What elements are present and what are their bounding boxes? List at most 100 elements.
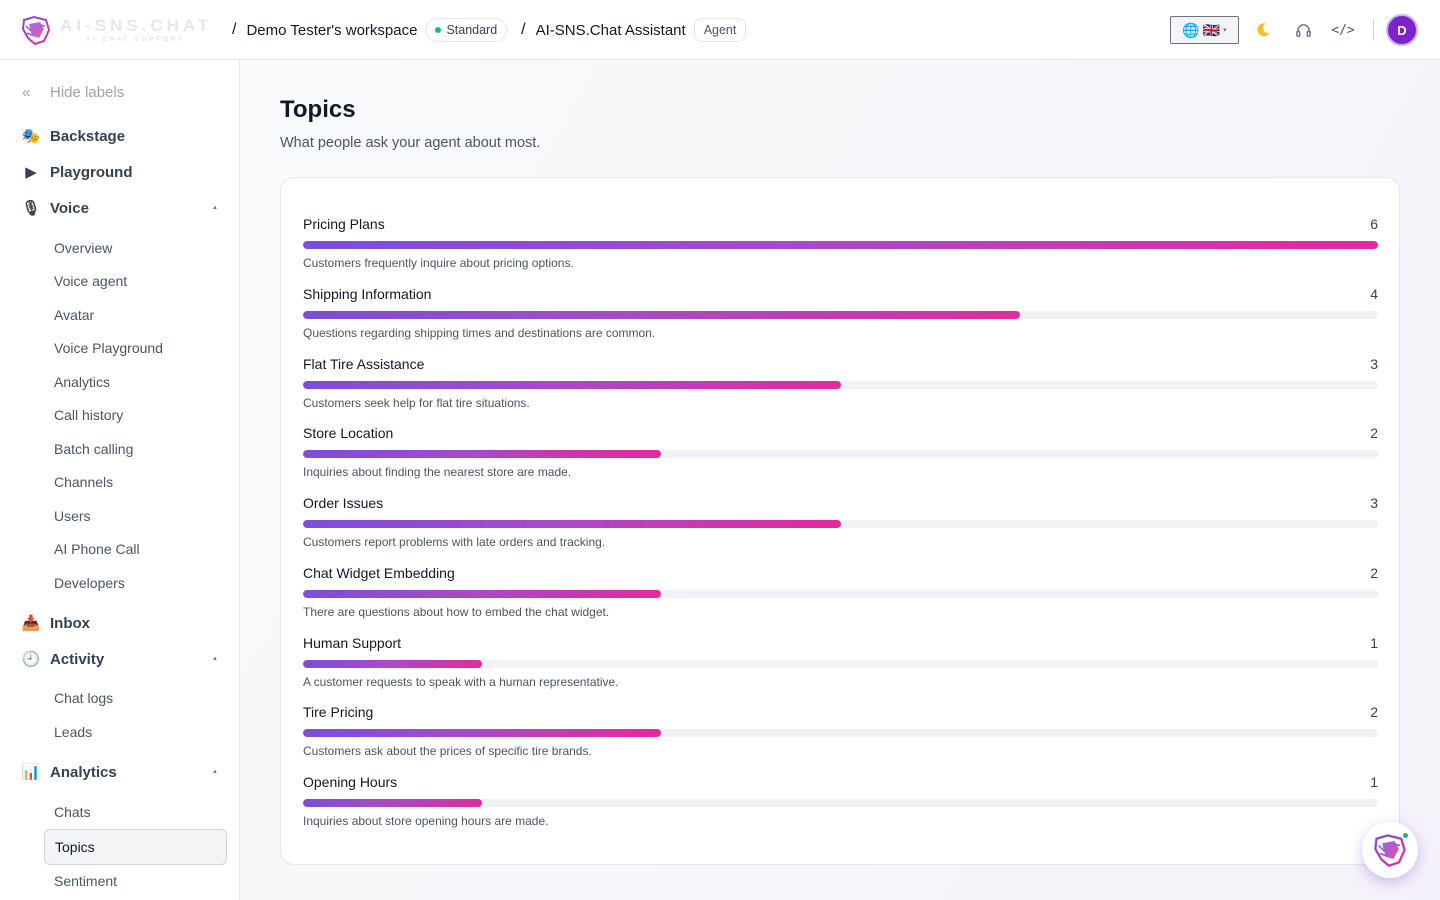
lion-logo-icon bbox=[1374, 834, 1406, 868]
topic-description: A customer requests to speak with a huma… bbox=[303, 675, 619, 689]
topic-count: 3 bbox=[1370, 495, 1378, 511]
language-selector[interactable]: 🌐 🇬🇧 ▾ bbox=[1170, 16, 1239, 44]
sidebar-subitem-users[interactable]: Users bbox=[54, 508, 91, 524]
theme-toggle-button[interactable] bbox=[1243, 16, 1283, 44]
topic-row: Flat Tire Assistance 3 Customers seek he… bbox=[303, 354, 1378, 418]
topic-count: 1 bbox=[1370, 774, 1378, 790]
agent-badge: Agent bbox=[693, 18, 747, 42]
sidebar-subitem-voice-agent[interactable]: Voice agent bbox=[54, 273, 128, 289]
topic-count: 4 bbox=[1370, 286, 1378, 302]
topic-row: Chat Widget Embedding 2 There are questi… bbox=[303, 563, 1378, 627]
topic-description: Customers report problems with late orde… bbox=[303, 535, 606, 549]
sidebar-item-label: Activity bbox=[50, 650, 105, 668]
topic-name: Opening Hours bbox=[303, 774, 398, 790]
sidebar-subitem-sentiment[interactable]: Sentiment bbox=[54, 873, 118, 889]
sidebar-subitem-topics[interactable]: Topics bbox=[44, 829, 227, 865]
topic-row: Order Issues 3 Customers report problems… bbox=[303, 493, 1378, 557]
topic-bar-fill bbox=[303, 660, 483, 668]
play-icon: ▶ bbox=[25, 164, 37, 181]
sidebar-item-label: Backstage bbox=[50, 127, 126, 145]
support-button[interactable] bbox=[1283, 16, 1323, 44]
topic-name: Human Support bbox=[303, 635, 402, 651]
breadcrumb-agent[interactable]: AI-SNS.Chat Assistant bbox=[535, 21, 686, 39]
sidebar-subitem-developers[interactable]: Developers bbox=[54, 575, 125, 591]
sidebar-item-analytics[interactable]: 📊 Analytics ▲ bbox=[22, 763, 222, 782]
hide-labels-button[interactable]: « Hide labels bbox=[22, 84, 124, 101]
moon-icon bbox=[1257, 23, 1270, 37]
topic-name: Store Location bbox=[303, 425, 394, 441]
topic-bar-track bbox=[303, 660, 1378, 668]
topic-description: Customers frequently inquire about prici… bbox=[303, 256, 574, 270]
embed-code-button[interactable]: </> bbox=[1323, 16, 1363, 44]
sidebar-subitem-voice-analytics[interactable]: Analytics bbox=[54, 374, 111, 390]
topic-count: 2 bbox=[1370, 565, 1378, 581]
sidebar-item-label: Voice bbox=[50, 199, 89, 217]
clock-icon: 🕘 bbox=[21, 651, 41, 668]
sidebar-subitem-channels[interactable]: Channels bbox=[54, 474, 114, 490]
sidebar: « Hide labels 🎭 Backstage ▶ Playground 🎙… bbox=[0, 60, 240, 900]
sidebar-item-label: Analytics bbox=[50, 763, 117, 781]
user-avatar[interactable]: D bbox=[1386, 14, 1418, 46]
topic-bar-fill bbox=[303, 450, 662, 458]
theater-masks-icon: 🎭 bbox=[21, 128, 41, 145]
topic-row: Pricing Plans 6 Customers frequently inq… bbox=[303, 214, 1378, 278]
topic-bar-track bbox=[303, 590, 1378, 598]
code-icon: </> bbox=[1331, 22, 1355, 38]
brand-logo[interactable]: AI-SNS.CHAT AI CHAT SUPPORT bbox=[20, 12, 220, 48]
topic-description: There are questions about how to embed t… bbox=[303, 605, 610, 619]
topic-bar-track bbox=[303, 311, 1378, 319]
collapse-caret-icon: ▲ bbox=[212, 205, 218, 211]
inbox-tray-icon: 📥 bbox=[21, 615, 41, 632]
sidebar-subitem-voice-playground[interactable]: Voice Playground bbox=[54, 340, 163, 356]
topic-bar-fill bbox=[303, 311, 1020, 319]
sidebar-item-label: Inbox bbox=[50, 614, 90, 632]
topic-count: 3 bbox=[1370, 356, 1378, 372]
topic-name: Pricing Plans bbox=[303, 216, 385, 232]
sidebar-subitem-chats[interactable]: Chats bbox=[54, 804, 91, 820]
topic-bar-track bbox=[303, 520, 1378, 528]
topic-bar-fill bbox=[303, 241, 1378, 249]
topic-name: Shipping Information bbox=[303, 286, 432, 302]
chat-widget-launcher[interactable] bbox=[1362, 822, 1418, 878]
breadcrumb-workspace[interactable]: Demo Tester's workspace bbox=[246, 21, 418, 39]
topic-description: Customers ask about the prices of specif… bbox=[303, 744, 592, 758]
logo-text: AI-SNS.CHAT bbox=[60, 16, 213, 35]
sidebar-subitem-chat-logs[interactable]: Chat logs bbox=[54, 690, 114, 706]
sidebar-subitem-ai-phone-call[interactable]: AI Phone Call bbox=[54, 541, 140, 557]
topic-row: Opening Hours 1 Inquiries about store op… bbox=[303, 772, 1378, 836]
sidebar-subitem-call-history[interactable]: Call history bbox=[54, 407, 124, 423]
hide-labels-label: Hide labels bbox=[50, 84, 125, 101]
breadcrumb-separator: / bbox=[521, 21, 526, 38]
logo-tagline: AI CHAT SUPPORT bbox=[86, 37, 185, 43]
sidebar-item-voice[interactable]: 🎙 Voice ▲ bbox=[21, 199, 222, 218]
topic-count: 1 bbox=[1370, 635, 1378, 651]
sidebar-item-activity[interactable]: 🕘 Activity ▲ bbox=[21, 650, 222, 669]
sidebar-item-playground[interactable]: ▶ Playground bbox=[22, 163, 133, 182]
topic-row: Store Location 2 Inquiries about finding… bbox=[303, 423, 1378, 487]
sidebar-subitem-avatar[interactable]: Avatar bbox=[54, 307, 95, 323]
topic-bar-fill bbox=[303, 381, 841, 389]
agent-badge-label: Agent bbox=[703, 23, 737, 37]
topic-bar-fill bbox=[303, 520, 841, 528]
sidebar-subitem-overview[interactable]: Overview bbox=[54, 240, 113, 256]
sidebar-subitem-batch-calling[interactable]: Batch calling bbox=[54, 441, 134, 457]
breadcrumb: / Demo Tester's workspace Standard / AI-… bbox=[230, 0, 758, 60]
collapse-caret-icon: ▲ bbox=[212, 656, 218, 662]
microphone-icon: 🎙 bbox=[21, 200, 41, 217]
lion-logo-icon bbox=[21, 15, 51, 46]
chevron-down-icon: ▾ bbox=[1223, 27, 1227, 34]
plan-badge: Standard bbox=[425, 18, 508, 42]
status-dot-icon bbox=[435, 27, 442, 33]
collapse-caret-icon: ▲ bbox=[212, 769, 218, 775]
uk-flag-icon: 🇬🇧 bbox=[1202, 21, 1221, 38]
sidebar-item-label: Playground bbox=[50, 163, 133, 181]
topic-bar-fill bbox=[303, 799, 483, 807]
sidebar-item-inbox[interactable]: 📥 Inbox bbox=[21, 614, 90, 633]
sidebar-subitem-leads[interactable]: Leads bbox=[54, 724, 93, 740]
topic-count: 2 bbox=[1370, 425, 1378, 441]
topic-description: Questions regarding shipping times and d… bbox=[303, 326, 656, 340]
topic-name: Tire Pricing bbox=[303, 704, 374, 720]
top-header: AI-SNS.CHAT AI CHAT SUPPORT / Demo Teste… bbox=[0, 0, 1440, 60]
sidebar-item-backstage[interactable]: 🎭 Backstage bbox=[21, 127, 126, 146]
topic-description: Customers seek help for flat tire situat… bbox=[303, 396, 530, 410]
